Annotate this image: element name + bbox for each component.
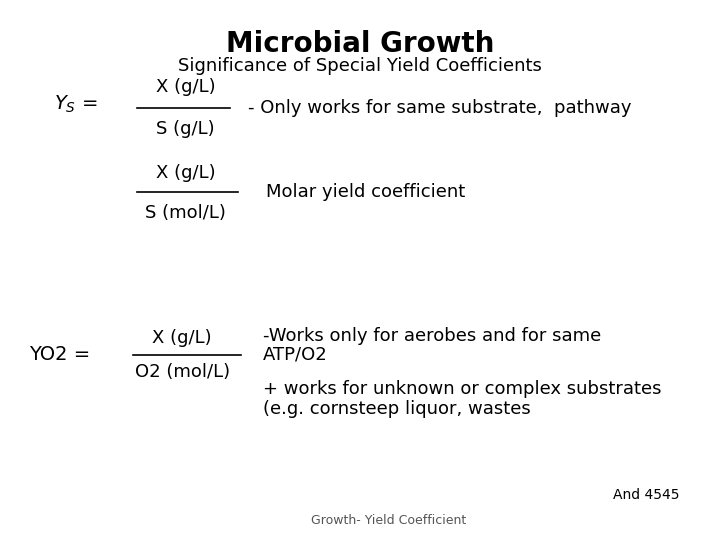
Text: (e.g. cornsteep liquor, wastes: (e.g. cornsteep liquor, wastes (263, 400, 531, 418)
Text: - Only works for same substrate,  pathway: - Only works for same substrate, pathway (248, 99, 632, 117)
Text: O2 (mol/L): O2 (mol/L) (135, 363, 230, 381)
Text: Molar yield coefficient: Molar yield coefficient (266, 183, 466, 201)
Text: Growth- Yield Coefficient: Growth- Yield Coefficient (311, 514, 467, 526)
Text: Microbial Growth: Microbial Growth (226, 30, 494, 58)
Text: + works for unknown or complex substrates: + works for unknown or complex substrate… (263, 380, 661, 398)
Text: $Y_S$ =: $Y_S$ = (54, 94, 98, 116)
Text: X (g/L): X (g/L) (153, 329, 212, 347)
Text: X (g/L): X (g/L) (156, 78, 215, 97)
Text: X (g/L): X (g/L) (156, 164, 215, 182)
Text: YO2 =: YO2 = (29, 345, 90, 364)
Text: And 4545: And 4545 (613, 488, 680, 502)
Text: S (mol/L): S (mol/L) (145, 204, 226, 222)
Text: -Works only for aerobes and for same: -Works only for aerobes and for same (263, 327, 601, 345)
Text: Significance of Special Yield Coefficients: Significance of Special Yield Coefficien… (178, 57, 542, 75)
Text: S (g/L): S (g/L) (156, 119, 215, 138)
Text: ATP/O2: ATP/O2 (263, 346, 328, 364)
